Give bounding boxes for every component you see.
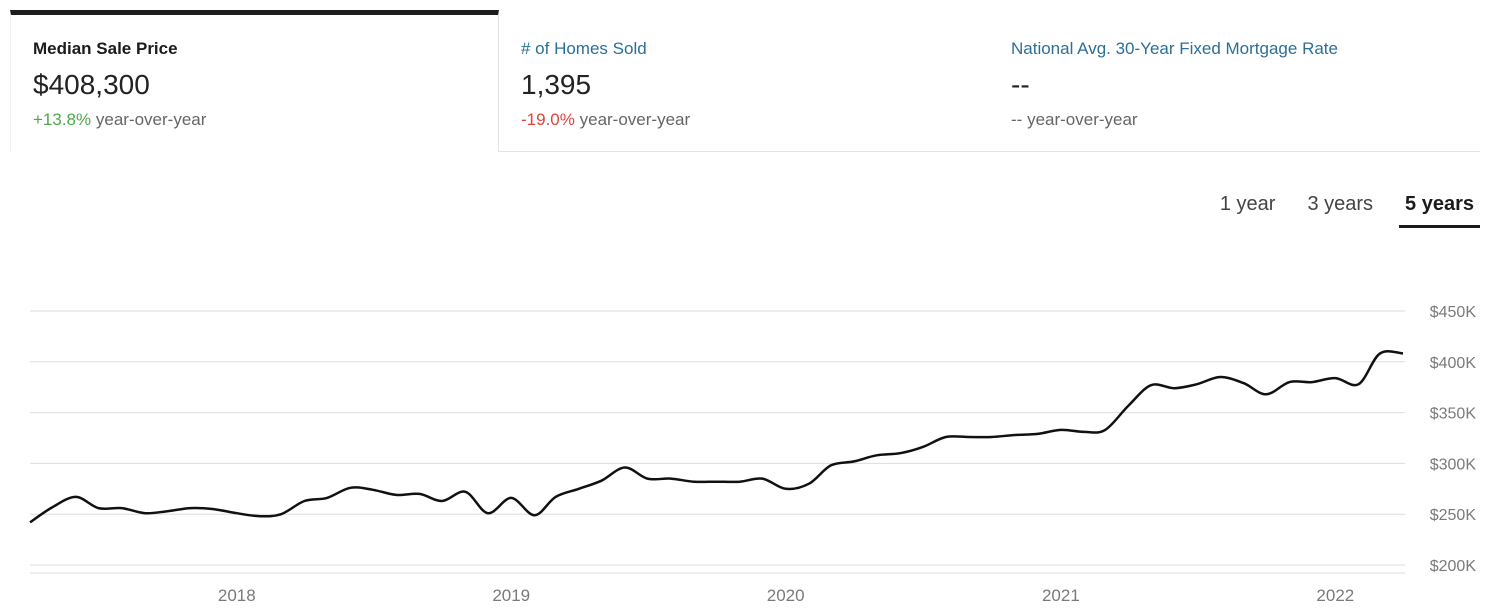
range-1-year-button[interactable]: 1 year xyxy=(1219,193,1276,215)
change-percent: -19.0% xyxy=(521,110,575,129)
metric-value: -- xyxy=(1011,69,1030,100)
change-suffix: year-over-year xyxy=(1027,110,1138,129)
change-suffix: year-over-year xyxy=(579,110,691,129)
change-percent: +13.8% xyxy=(33,110,92,129)
y-tick-label: $450K xyxy=(1430,304,1477,321)
y-tick-label: $300K xyxy=(1430,456,1477,473)
y-tick-label: $200K xyxy=(1430,558,1477,575)
metric-change: +13.8% year-over-year xyxy=(33,109,498,131)
x-tick-label: 2022 xyxy=(1316,586,1354,605)
range-5-years-button[interactable]: 5 years xyxy=(1399,190,1480,228)
y-tick-label: $350K xyxy=(1430,406,1477,423)
metric-change: -19.0% year-over-year xyxy=(521,109,990,131)
x-tick-label: 2021 xyxy=(1042,586,1080,605)
tab-mortgage-rate[interactable]: National Avg. 30-Year Fixed Mortgage Rat… xyxy=(990,10,1480,152)
y-tick-label: $250K xyxy=(1430,507,1477,524)
metric-value: 1,395 xyxy=(521,69,592,100)
x-tick-label: 2020 xyxy=(767,586,805,605)
change-percent: -- xyxy=(1011,110,1023,129)
tab-title: # of Homes Sold xyxy=(521,39,647,58)
tab-title: National Avg. 30-Year Fixed Mortgage Rat… xyxy=(1011,39,1338,58)
tabs-divider xyxy=(499,151,1480,152)
tab-median-sale-price[interactable]: Median Sale Price $408,300 +13.8% year-o… xyxy=(10,10,499,152)
y-tick-label: $400K xyxy=(1430,355,1477,372)
change-suffix: year-over-year xyxy=(95,110,207,129)
tab-title: Median Sale Price xyxy=(33,39,178,58)
metric-change: -- year-over-year xyxy=(1011,109,1480,131)
x-tick-label: 2018 xyxy=(218,586,256,605)
median-sale-price-line xyxy=(29,350,1404,524)
metric-value: $408,300 xyxy=(33,69,150,100)
tab-homes-sold[interactable]: # of Homes Sold 1,395 -19.0% year-over-y… xyxy=(500,10,990,152)
x-tick-label: 2019 xyxy=(492,586,530,605)
range-3-years-button[interactable]: 3 years xyxy=(1307,193,1374,215)
metric-tabs: Median Sale Price $408,300 +13.8% year-o… xyxy=(10,10,1480,152)
time-range-selector: 1 year 3 years 5 years xyxy=(1194,190,1480,230)
